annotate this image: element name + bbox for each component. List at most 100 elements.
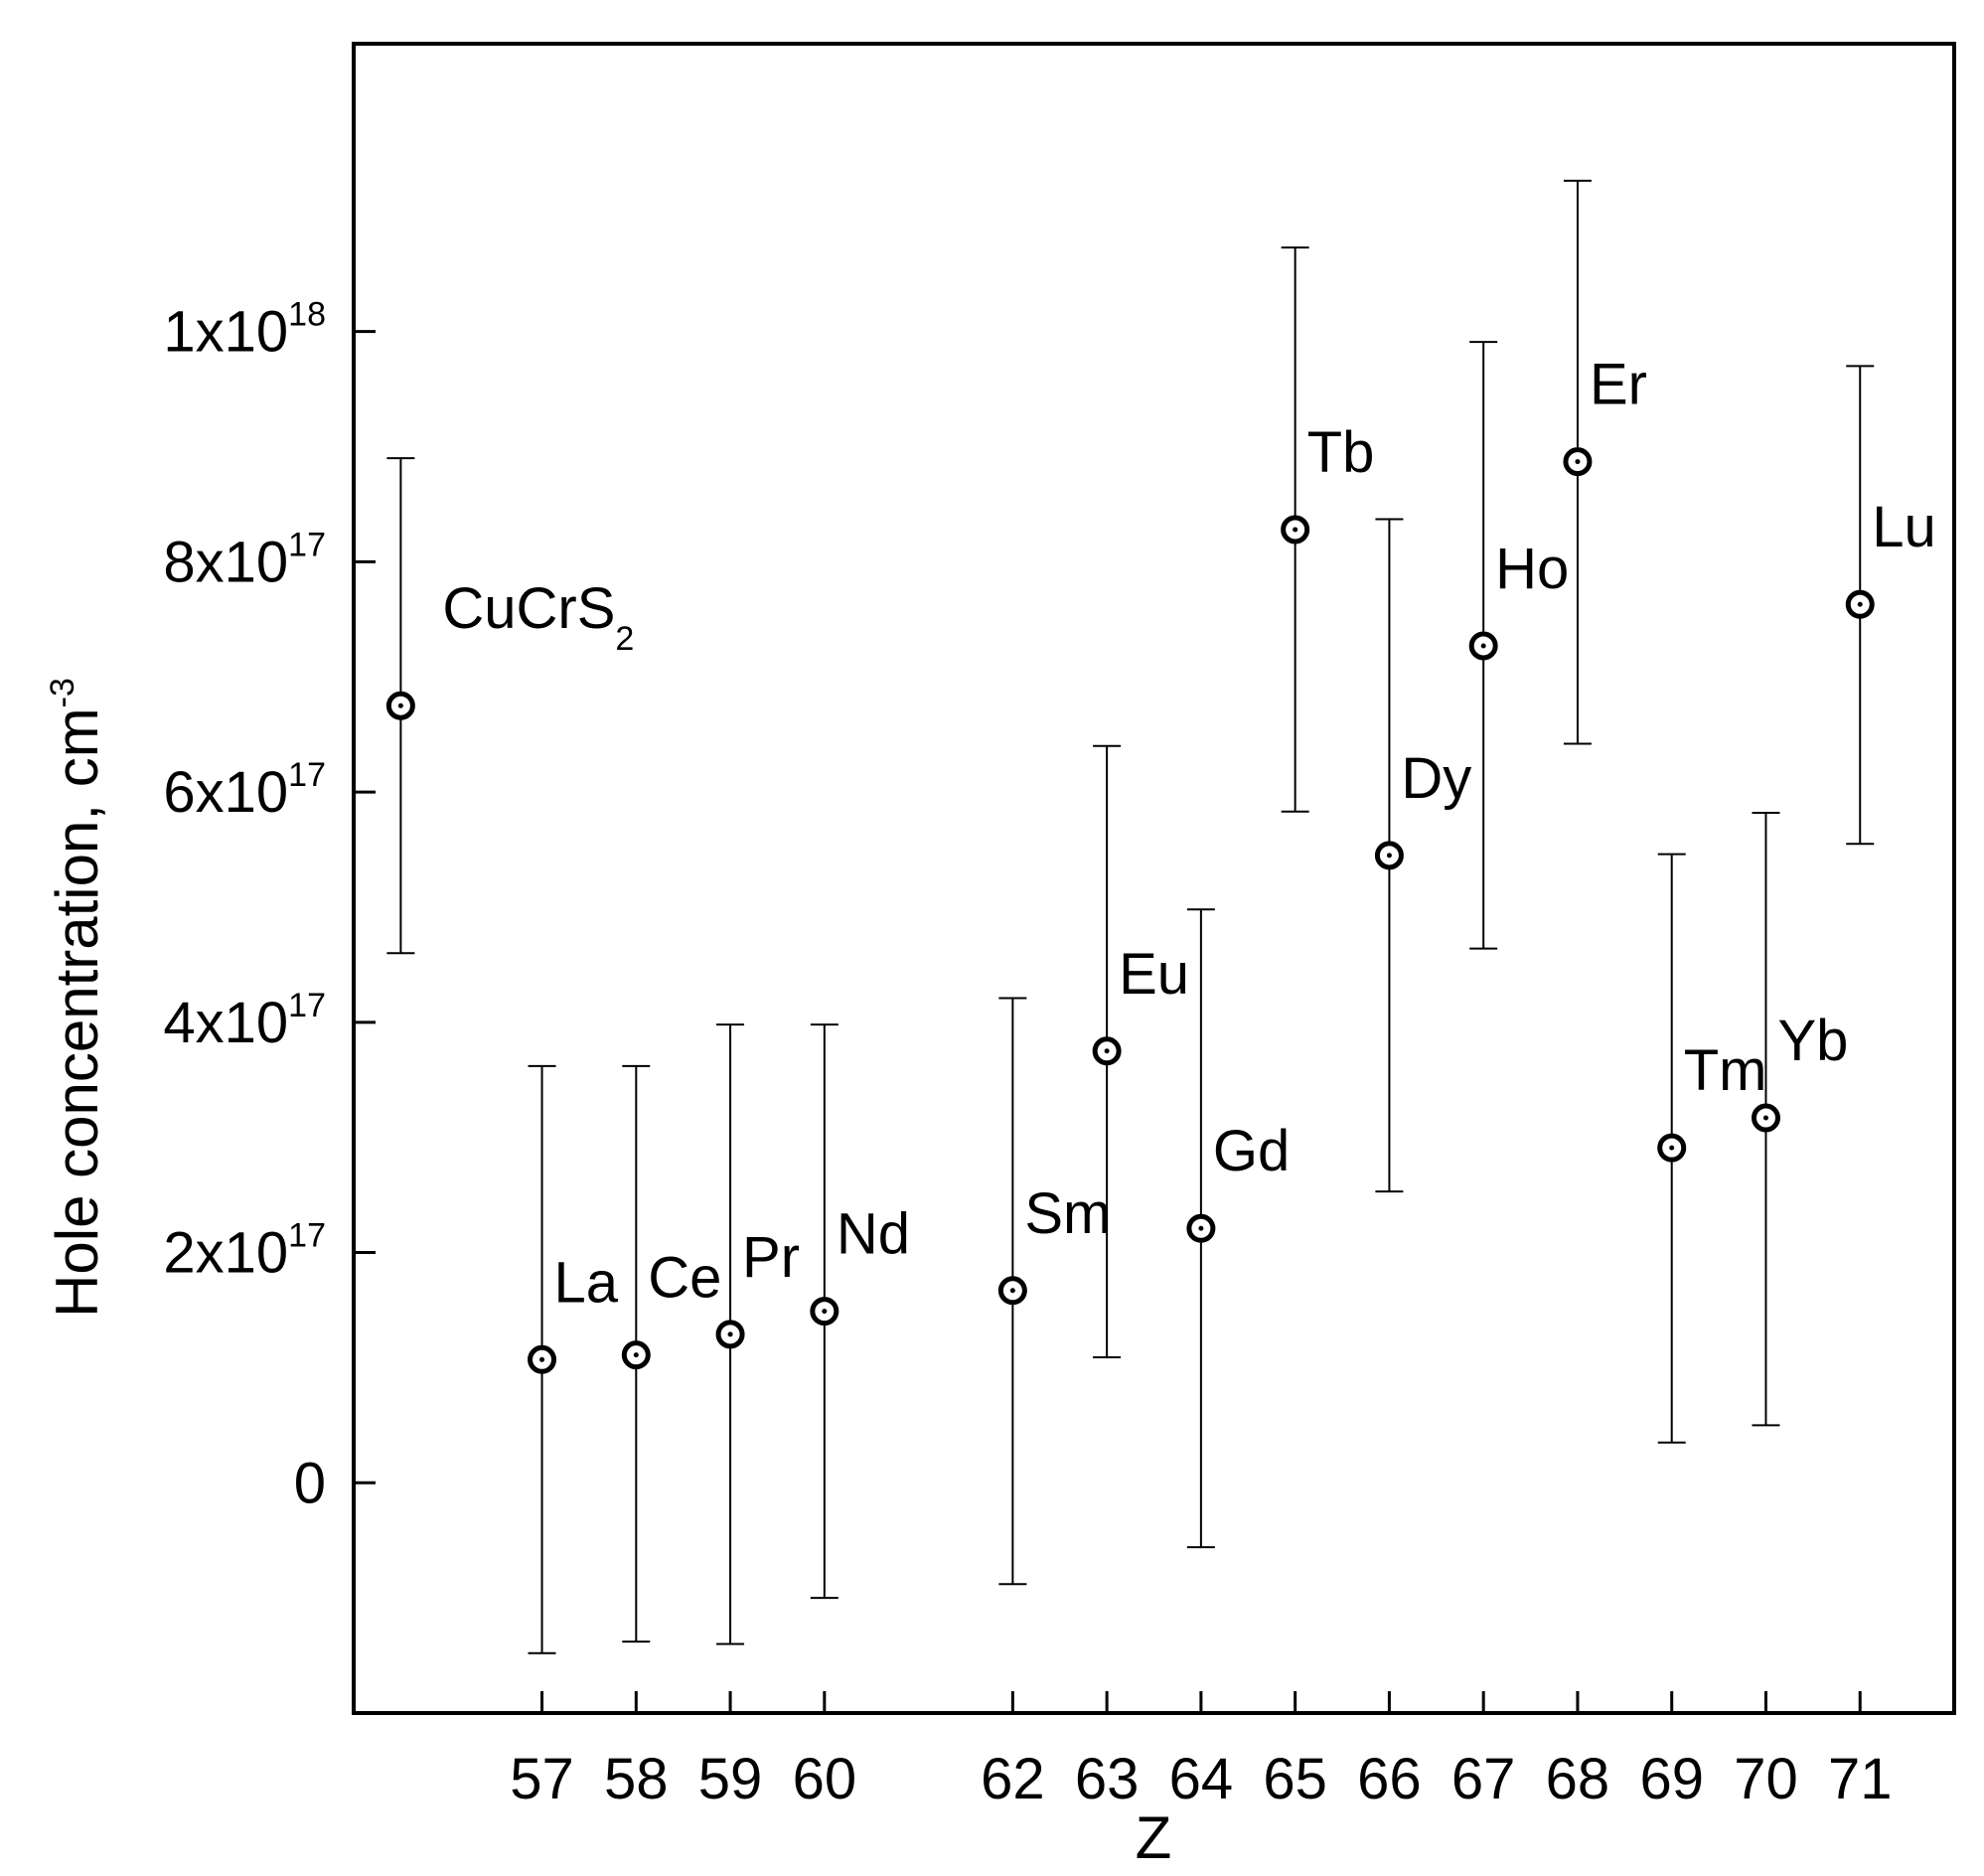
y-tick-mantissa: 0 [294,1451,326,1515]
data-point-center [539,1356,545,1362]
x-tick-label: 60 [793,1747,857,1811]
data-point-group: Pr [715,1023,800,1645]
point-label-text: CuCrS [442,576,615,641]
data-point-group: Tm [1657,853,1767,1444]
data-point-group: Er [1563,179,1647,745]
point-label-text: Ho [1495,537,1569,601]
data-point-group: Ho [1468,341,1569,950]
data-point-center [1669,1145,1675,1151]
data-point-group: Eu [1092,744,1189,1358]
y-tick-mantissa: 4x10 [163,991,288,1055]
data-point-group: Gd [1186,908,1290,1549]
data-point-group: Ce [621,1064,721,1643]
point-label-text: Pr [742,1225,800,1290]
x-tick-label: 68 [1546,1747,1610,1811]
point-label: Tb [1307,420,1375,485]
x-tick-label: 66 [1357,1747,1422,1811]
data-point-group: Tb [1281,246,1375,813]
y-tick-mantissa: 1x10 [163,300,288,365]
y-tick-exponent: 18 [288,296,326,334]
data-point-center [1762,1115,1768,1121]
point-label: Tm [1684,1038,1767,1103]
x-tick-label: 70 [1734,1747,1798,1811]
data-point-group: Sm [997,997,1111,1586]
data-point-center [1009,1288,1015,1294]
data-point-center [727,1331,733,1337]
point-label: Nd [837,1202,910,1267]
point-label-text: Tb [1307,420,1375,485]
y-tick-label: 1x1018 [163,296,326,365]
y-tick-label: 8x1017 [163,526,326,594]
x-tick-label: 62 [981,1747,1045,1811]
data-point-center [1198,1225,1204,1231]
x-tick-label: 64 [1169,1747,1234,1811]
y-axis-title-superscript: -3 [44,678,81,707]
data-point-center [1104,1048,1110,1054]
x-tick-label: 69 [1639,1747,1704,1811]
point-label-text: Eu [1119,942,1189,1007]
x-tick-label: 57 [510,1747,574,1811]
data-point-center [397,703,403,708]
data-point-center [1293,527,1298,533]
x-axis-title: Z [1136,1804,1172,1871]
y-tick-label: 4x1017 [163,987,326,1055]
point-label: Dy [1401,746,1471,811]
point-label: La [554,1250,619,1315]
point-label: Er [1590,353,1647,417]
point-label: Pr [742,1225,800,1290]
point-label: Eu [1119,942,1189,1007]
point-label-text: Gd [1213,1119,1290,1183]
x-tick-label: 58 [604,1747,669,1811]
x-tick-label: 67 [1451,1747,1516,1811]
point-label: Ce [648,1246,721,1311]
data-point-center [633,1352,639,1358]
point-label-text: Dy [1401,746,1471,811]
y-tick-exponent: 17 [288,987,326,1024]
data-point-group: CuCrS2 [385,457,634,955]
y-tick-mantissa: 6x10 [163,760,288,825]
point-label: Lu [1872,495,1936,559]
y-tick-exponent: 17 [288,756,326,794]
data-point-group: Nd [810,1023,910,1600]
data-point-center [1480,643,1486,649]
y-tick-exponent: 17 [288,1217,326,1255]
point-label-text: Yb [1777,1009,1848,1073]
y-axis-title-main: Hole concentration, cm [44,707,110,1318]
point-label: Gd [1213,1119,1290,1183]
point-label-text: Nd [837,1202,910,1267]
y-tick-label: 2x1017 [163,1217,326,1286]
y-axis-title: Hole concentration, cm-3 [44,678,110,1318]
data-points: CuCrS2 La Ce Pr Nd Sm Eu Gd Tb Dy Ho Er Tm Yb Lu [385,179,1936,1654]
data-point-group: Dy [1374,518,1471,1193]
data-point-center [1575,459,1581,465]
data-point-group: Lu [1845,365,1936,846]
data-point-group: La [528,1064,619,1654]
point-label-text: Er [1590,353,1647,417]
y-tick-mantissa: 2x10 [163,1221,288,1286]
point-label: CuCrS2 [442,576,634,658]
data-point-center [1386,853,1392,859]
data-point-center [1857,601,1863,607]
point-label: Sm [1024,1181,1111,1246]
point-label-text: Tm [1684,1038,1767,1103]
data-point-group: Yb [1751,811,1848,1427]
y-tick-mantissa: 8x10 [163,530,288,594]
point-label-text: Ce [648,1246,721,1311]
x-tick-label: 71 [1828,1747,1893,1811]
y-tick-label: 0 [294,1451,326,1515]
plot-frame [352,42,1956,1715]
x-tick-label: 63 [1075,1747,1140,1811]
data-point-center [822,1309,828,1315]
x-axis-ticks: 57 58 59 60 62 63 64 65 66 67 68 69 70 71 [510,1691,1892,1811]
y-tick-exponent: 17 [288,526,326,563]
x-tick-label: 65 [1263,1747,1327,1811]
point-label-text: Lu [1872,495,1936,559]
x-tick-label: 59 [698,1747,763,1811]
point-label-subscript: 2 [615,620,634,658]
point-label-text: Sm [1024,1181,1111,1246]
point-label: Ho [1495,537,1569,601]
point-label-text: La [554,1250,619,1315]
y-tick-label: 6x1017 [163,756,326,825]
